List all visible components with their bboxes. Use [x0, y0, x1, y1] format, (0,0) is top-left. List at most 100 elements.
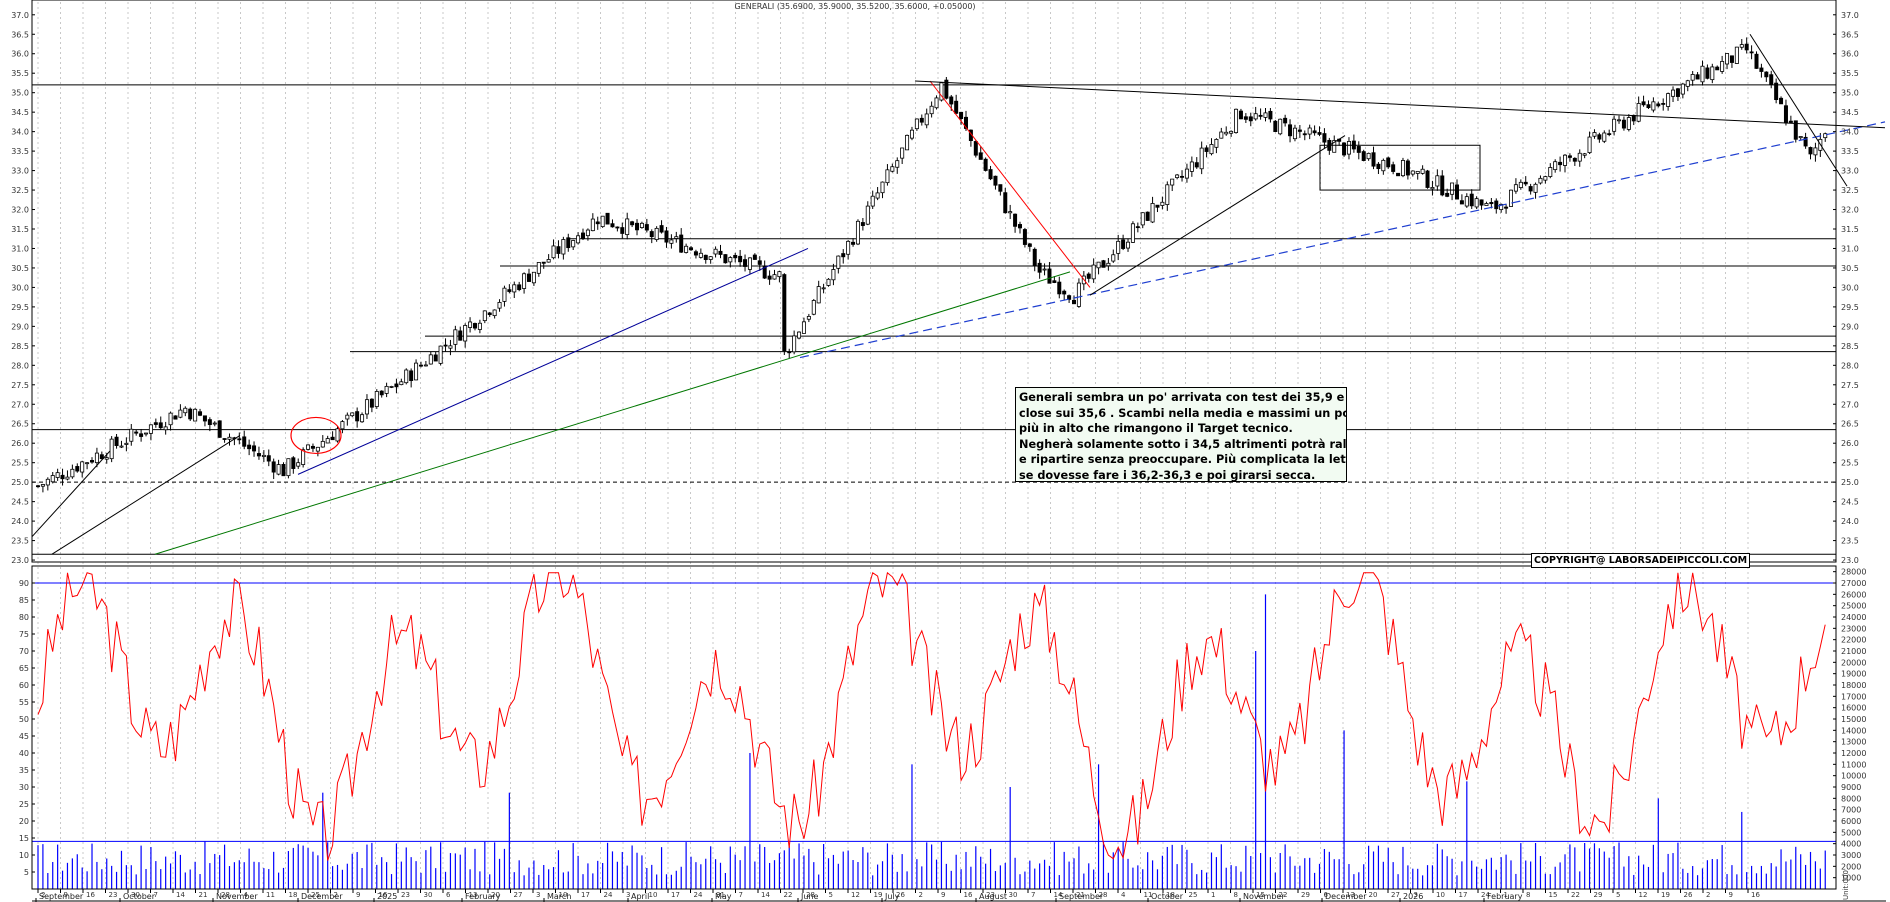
y-tick-label-right: 26.0 — [1841, 439, 1859, 448]
volume-tick-label: 25000 — [1841, 602, 1866, 611]
y-tick-label-right: 25.5 — [1841, 459, 1859, 468]
volume-tick-label: 8000 — [1841, 794, 1861, 803]
y-tick-label-right: 28.5 — [1841, 342, 1859, 351]
candle-body — [639, 222, 644, 228]
candle-body — [40, 484, 45, 487]
candle-body — [659, 225, 664, 233]
candle-body — [581, 232, 586, 239]
x-tick-label-day: 23 — [986, 891, 995, 899]
candle-body — [1597, 134, 1602, 140]
candle-body — [1052, 280, 1057, 283]
candle-body — [865, 205, 870, 225]
x-tick-label-day: 26 — [1684, 891, 1693, 899]
candle-body — [453, 329, 458, 345]
x-tick-label-month: November — [216, 892, 258, 901]
volume-tick-label: 26000 — [1841, 590, 1866, 599]
x-tick-label-day: 18 — [289, 891, 298, 899]
candle-body — [1317, 132, 1322, 135]
candle-body — [963, 116, 968, 129]
volume-tick-label: 2000 — [1841, 862, 1861, 871]
y-tick-label-right: 30.0 — [1841, 283, 1859, 292]
candle-body — [752, 254, 757, 260]
candle-body — [1361, 151, 1366, 161]
candle-body — [806, 316, 811, 320]
candle-body — [1415, 170, 1420, 174]
candle-body — [1209, 144, 1214, 155]
osc-tick-label: 40 — [19, 749, 29, 758]
x-tick-label-day: 15 — [1549, 891, 1558, 899]
candle-body — [1381, 159, 1386, 172]
lower-frame — [31, 565, 1837, 890]
candle-body — [379, 390, 384, 396]
candle-body — [1690, 74, 1695, 81]
candle-body — [222, 438, 227, 440]
candle-body — [983, 158, 988, 171]
candle-body — [70, 468, 75, 478]
candle-body — [801, 321, 806, 334]
candle-body — [433, 354, 438, 362]
candle-body — [1258, 114, 1263, 117]
candle-body — [1376, 163, 1381, 170]
candle-body — [1155, 204, 1160, 208]
candle-body — [163, 426, 168, 431]
y-tick-label-right: 30.5 — [1841, 264, 1859, 273]
candle-body — [1057, 281, 1062, 295]
candle-body — [998, 184, 1003, 192]
y-tick-label-right: 27.5 — [1841, 381, 1859, 390]
candle-body — [1396, 172, 1401, 177]
candle-body — [198, 411, 203, 416]
candle-body — [404, 369, 409, 384]
candle-body — [1032, 248, 1037, 266]
candle-body — [551, 245, 556, 259]
candle-body — [286, 458, 291, 477]
candle-body — [443, 344, 448, 347]
axis-layer: 2 9 16 23 30 7 14 21 28 4 11 18 25 2 9 16 23 30 6 13 20 27 3 10… — [11, 0, 1886, 902]
y-tick-label-left: 34.5 — [11, 108, 29, 117]
candle-body — [1813, 147, 1818, 156]
candle-body — [1808, 147, 1813, 155]
candle-body — [536, 262, 541, 274]
y-tick-label-left: 33.0 — [11, 167, 29, 176]
candle-body — [934, 97, 939, 109]
candle-body — [212, 422, 217, 425]
candle-body — [1322, 133, 1327, 143]
volume-tick-label: 5000 — [1841, 828, 1861, 837]
candle-body — [782, 274, 787, 352]
candle-body — [1509, 189, 1514, 207]
x-tick-label-month: August — [979, 892, 1007, 901]
y-tick-label-right: 24.0 — [1841, 517, 1859, 526]
candle-body — [1577, 152, 1582, 162]
candle-body — [1504, 206, 1509, 209]
candle-body — [487, 312, 492, 316]
x-tick-label-day: 28 — [806, 891, 815, 899]
candle-body — [792, 335, 797, 353]
candle-body — [1695, 74, 1700, 80]
x-tick-label-day: 17 — [671, 891, 680, 899]
candle-body — [978, 152, 983, 160]
candle-body — [1607, 133, 1612, 136]
candle-body — [1312, 130, 1317, 134]
osc-tick-label: 5 — [24, 868, 29, 877]
candle-body — [610, 223, 615, 228]
x-tick-label-month: May — [715, 892, 732, 901]
candle-body — [1194, 162, 1199, 168]
x-tick-label-month: June — [800, 892, 819, 901]
candle-body — [477, 322, 482, 330]
volume-tick-label: 16000 — [1841, 704, 1866, 713]
candle-body — [247, 444, 252, 450]
candle-body — [605, 212, 610, 225]
y-tick-label-right: 32.0 — [1841, 206, 1859, 215]
candle-body — [1661, 103, 1666, 105]
y-tick-label-left: 25.5 — [11, 459, 29, 468]
x-tick-label-day: 20 — [1369, 891, 1378, 899]
candle-body — [954, 100, 959, 114]
x-tick-label-month: December — [301, 892, 343, 901]
candle-body — [1538, 177, 1543, 184]
x-tick-label-day: 2 — [334, 891, 338, 899]
candle-body — [939, 82, 944, 101]
candle-body — [669, 239, 674, 244]
x-tick-label-day: 19 — [1661, 891, 1670, 899]
candle-body — [438, 345, 443, 364]
candle-body — [1288, 124, 1293, 137]
volume-tick-label: 12000 — [1841, 749, 1866, 758]
